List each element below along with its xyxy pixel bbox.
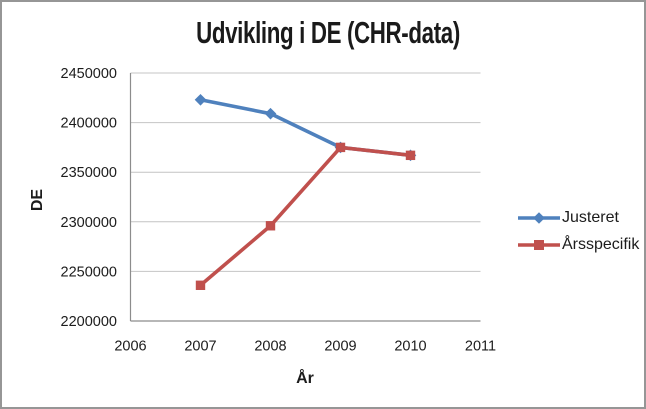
y-tick-label: 2450000: [61, 66, 117, 82]
diamond-marker: [194, 93, 207, 106]
x-axis-title: År: [296, 370, 314, 387]
legend-label-justeret: Justeret: [562, 209, 619, 226]
x-tick-label: 2006: [114, 339, 146, 355]
y-tick-label: 2300000: [61, 215, 117, 231]
square-marker: [405, 150, 416, 161]
square-marker: [265, 221, 276, 231]
y-tick-label: 2200000: [61, 314, 117, 330]
x-tick-label: 2007: [184, 339, 216, 355]
diamond-marker: [264, 107, 277, 120]
legend-item-aarsspecifik: Årsspecifik: [517, 236, 639, 254]
x-tick-label: 2008: [254, 339, 286, 355]
square-marker: [335, 142, 346, 153]
legend-item-justeret: Justeret: [517, 209, 639, 227]
line-square-marker-icon: [518, 240, 560, 250]
x-tick-label: 2009: [324, 339, 356, 355]
line-diamond-marker-icon: [518, 212, 560, 224]
series-line-årsspecifik: [198, 145, 413, 288]
y-tick-label: 2250000: [61, 264, 117, 280]
square-marker: [195, 280, 206, 290]
y-tick-label: 2400000: [61, 116, 117, 132]
legend-label-aarsspecifik: Årsspecifik: [562, 236, 640, 253]
y-tick-label: 2350000: [61, 165, 117, 181]
x-tick-label: 2011: [465, 339, 496, 355]
chart-title: Udvikling i DE (CHR-data): [196, 15, 460, 50]
x-tick-label: 2010: [394, 339, 426, 355]
series-line-justeret: [198, 97, 413, 158]
legend: Justeret Årsspecifik: [517, 209, 639, 263]
